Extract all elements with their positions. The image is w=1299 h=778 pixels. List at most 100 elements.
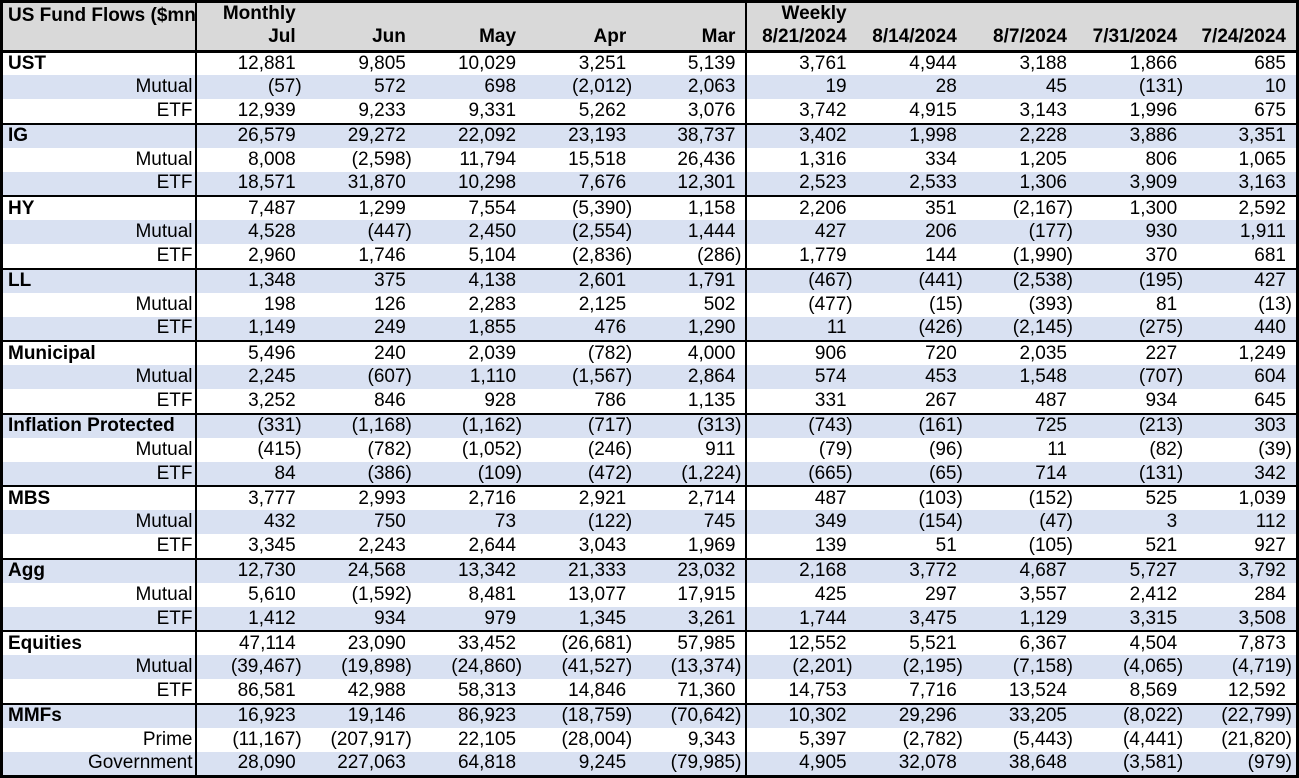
table-row: ETF 3,252 846 928 786 1,135 331 267 487 934 645 [1, 389, 1298, 414]
value-cell: 5,262 [526, 99, 637, 124]
value-cell: 3,143 [966, 99, 1077, 124]
value-cell: 33,452 [415, 631, 527, 656]
value-cell: 1,866 [1077, 51, 1188, 76]
value-cell: 5,397 [746, 727, 857, 752]
value-cell: 81 [1077, 292, 1188, 317]
value-cell: (246) [526, 437, 637, 462]
value-cell: (96) [856, 437, 967, 462]
column-header-week-1: 8/21/2024 [746, 25, 857, 51]
table-header: US Fund Flows ($mn) Monthly Weekly Jul J… [1, 1, 1298, 51]
table-row: Mutual 198 126 2,283 2,125 502 (477) (15) (393) 8… [1, 292, 1298, 317]
column-header-week-2: 8/14/2024 [856, 25, 967, 51]
row-label: Mutual [1, 75, 197, 100]
value-cell: 1,746 [305, 244, 416, 269]
value-cell: 846 [305, 389, 416, 414]
value-cell: 1,249 [1187, 341, 1298, 366]
value-cell: 139 [746, 534, 857, 559]
value-cell: 487 [746, 486, 857, 511]
row-label: Mutual [1, 510, 197, 535]
value-cell: (393) [966, 292, 1077, 317]
row-label: Government [1, 751, 197, 777]
table-row: Prime (11,167) (207,917) 22,105 (28,004) 9,34… [1, 727, 1298, 752]
value-cell: 4,138 [415, 268, 527, 293]
value-cell: 10 [1187, 75, 1298, 100]
value-cell: 1,791 [636, 268, 748, 293]
value-cell: 440 [1187, 316, 1298, 342]
value-cell: 2,523 [746, 171, 857, 197]
value-cell: 331 [746, 389, 857, 414]
value-cell: 3,761 [746, 51, 857, 76]
table-row: ETF 12,939 9,233 9,331 5,262 3,076 3,742 4,915 3… [1, 99, 1298, 124]
value-cell: (1,224) [636, 461, 748, 487]
value-cell: 3,251 [526, 51, 637, 76]
value-cell: 487 [966, 389, 1077, 414]
value-cell: 16,923 [195, 703, 306, 728]
value-cell: 7,873 [1187, 631, 1298, 656]
value-cell: (8,022) [1077, 703, 1188, 728]
value-cell: (1,592) [305, 582, 416, 607]
value-cell: 18,571 [195, 171, 306, 197]
value-cell: 786 [526, 389, 637, 414]
value-cell: 370 [1077, 244, 1188, 269]
value-cell: 5,727 [1077, 558, 1188, 583]
table-row: ETF 84 (386) (109) (472) (1,224) (665) (65) 714(… [1, 461, 1298, 487]
value-cell: (426) [856, 316, 967, 342]
value-cell: (2,598) [305, 147, 416, 172]
row-label: Mutual [1, 655, 197, 680]
value-cell: 3 [1077, 510, 1188, 535]
group-label: Inflation Protected [1, 413, 197, 438]
value-cell: 432 [195, 510, 306, 535]
value-cell: 38,648 [966, 751, 1077, 777]
value-cell: (5,443) [966, 727, 1077, 752]
table-row: Mutual 8,008 (2,598) 11,794 15,518 26,436 1,31… [1, 147, 1298, 172]
value-cell: 86,923 [415, 703, 527, 728]
value-cell: 14,753 [746, 679, 857, 704]
value-cell: 911 [636, 437, 748, 462]
value-cell: 4,687 [966, 558, 1077, 583]
value-cell: (4,065) [1077, 655, 1188, 680]
value-cell: 720 [856, 341, 967, 366]
value-cell: 10,298 [415, 171, 527, 197]
value-cell: 57,985 [636, 631, 748, 656]
value-cell: 4,528 [195, 220, 306, 245]
header-spacer [1077, 1, 1188, 25]
value-cell: 1,744 [746, 606, 857, 632]
value-cell: 2,716 [415, 486, 527, 511]
value-cell: 303 [1187, 413, 1298, 438]
value-cell: 4,915 [856, 99, 967, 124]
table-row: Municipal 5,496 240 2,039 (782) 4,000 906 720 2,… [1, 341, 1298, 366]
table-row: MBS 3,777 2,993 2,716 2,921 2,714 487 (103) (152… [1, 486, 1298, 511]
value-cell: 928 [415, 389, 527, 414]
header-spacer [856, 1, 967, 25]
value-cell: (2,554) [526, 220, 637, 245]
value-cell: (1,168) [305, 413, 416, 438]
value-cell: 906 [746, 341, 857, 366]
value-cell: (24,860) [415, 655, 527, 680]
value-cell: 1,348 [195, 268, 306, 293]
value-cell: 1,548 [966, 365, 1077, 390]
value-cell: 5,104 [415, 244, 527, 269]
value-cell: 3,792 [1187, 558, 1298, 583]
value-cell: 1,039 [1187, 486, 1298, 511]
value-cell: 3,043 [526, 534, 637, 559]
table-row: Mutual 2,245 (607) 1,110 (1,567) 2,864 574 453 1… [1, 365, 1298, 390]
value-cell: (105) [966, 534, 1077, 559]
header-spacer [415, 1, 527, 25]
value-cell: 725 [966, 413, 1077, 438]
value-cell: 32,078 [856, 751, 967, 777]
row-label: Mutual [1, 147, 197, 172]
group-label: Agg [1, 558, 197, 583]
value-cell: 4,905 [746, 751, 857, 777]
value-cell: 19 [746, 75, 857, 100]
value-cell: (743) [746, 413, 857, 438]
table-row: LL 1,348 375 4,138 2,601 1,791 (467) (441) (2,53… [1, 268, 1298, 293]
value-cell: 26,436 [636, 147, 748, 172]
value-cell: 1,065 [1187, 147, 1298, 172]
value-cell: 71,360 [636, 679, 748, 704]
value-cell: 126 [305, 292, 416, 317]
table-row: Mutual (39,467) (19,898) (24,860) (41,527) (1… [1, 655, 1298, 680]
row-label: Mutual [1, 292, 197, 317]
value-cell: 23,032 [636, 558, 748, 583]
value-cell: 19,146 [305, 703, 416, 728]
